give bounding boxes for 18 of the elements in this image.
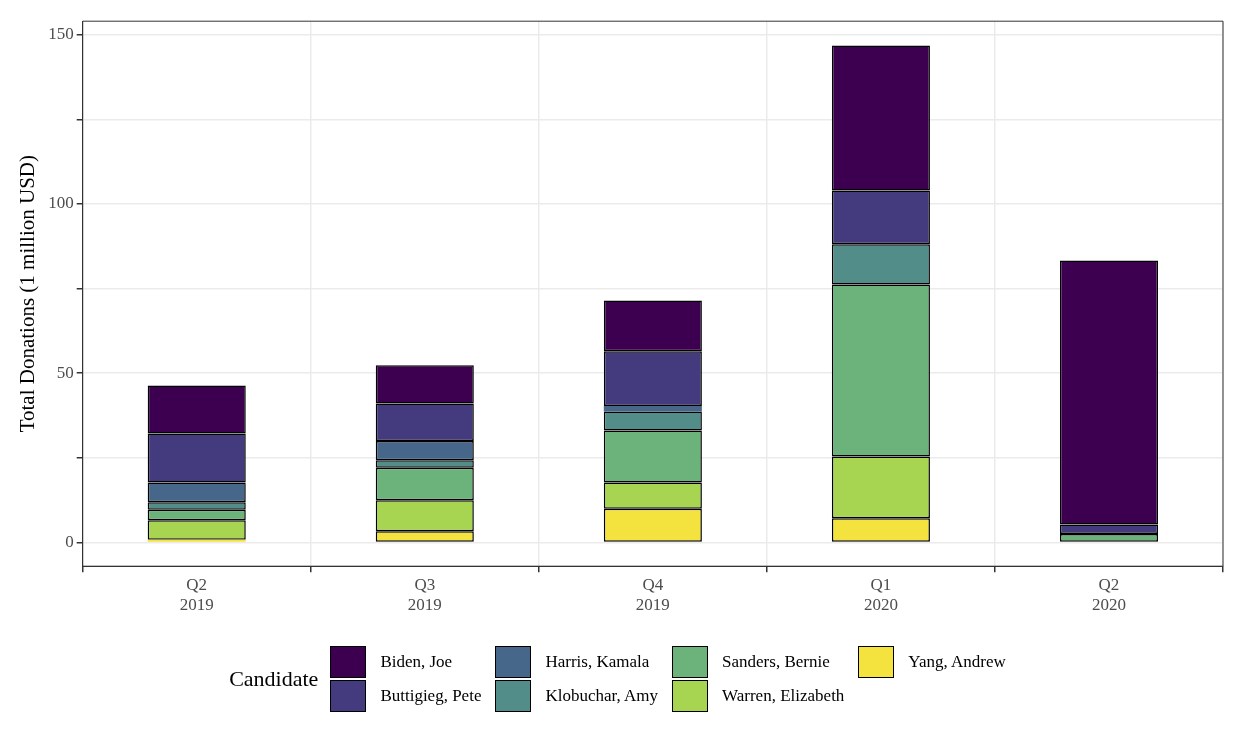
y-axis-title: Total Donations (1 million USD): [15, 155, 40, 433]
legend-label: Biden, Joe: [380, 652, 453, 672]
x-tick-label: Q2 2019: [179, 574, 214, 615]
y-tick-label: 100: [48, 193, 74, 213]
x-tick-label: Q4 2019: [635, 574, 670, 615]
legend-label: Klobuchar, Amy: [545, 686, 659, 706]
x-tick-label: Q2 2020: [1091, 574, 1126, 615]
legend-label: Buttigieg, Pete: [380, 686, 482, 706]
x-tick-label: Q3 2019: [407, 574, 442, 615]
legend-label: Sanders, Bernie: [722, 652, 830, 672]
y-tick-label: 50: [56, 362, 74, 382]
y-tick-label: 150: [48, 24, 74, 44]
x-tick-label: Q1 2020: [863, 574, 898, 615]
y-tick-label: 0: [65, 531, 74, 551]
legend-label: Harris, Kamala: [545, 652, 650, 672]
legend-label: Yang, Andrew: [908, 652, 1006, 672]
legend-title: Candidate: [229, 666, 319, 692]
legend-label: Warren, Elizabeth: [722, 686, 845, 706]
